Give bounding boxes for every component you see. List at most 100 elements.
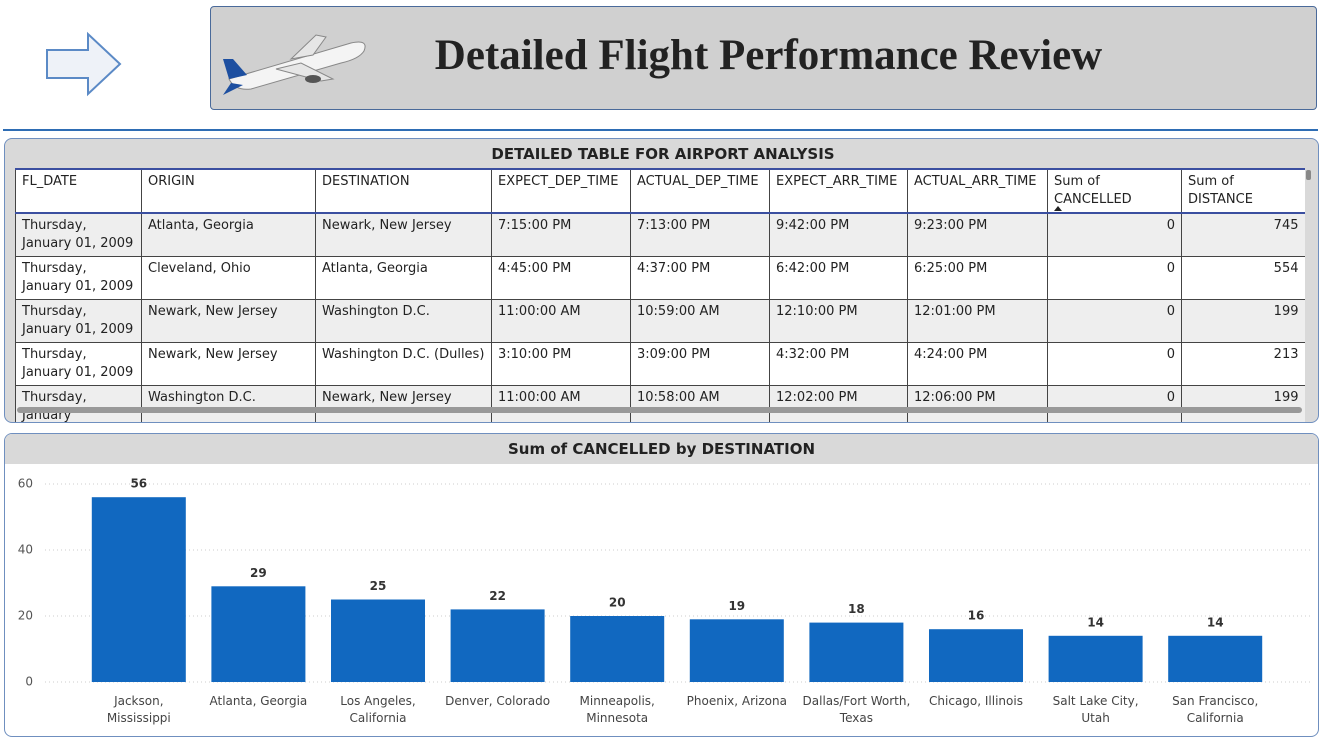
x-tick-label: San Francisco, California xyxy=(1172,694,1259,725)
page-title: Detailed Flight Performance Review xyxy=(434,32,1103,79)
data-label: 16 xyxy=(968,609,985,623)
table-cell: 0 xyxy=(1047,342,1182,386)
column-header: EXPECT_ARR_TIME xyxy=(769,168,908,214)
data-label: 29 xyxy=(250,566,267,580)
airplane-icon xyxy=(223,34,366,95)
table-cell: 12:06:00 PM xyxy=(907,385,1048,422)
y-tick-label: 40 xyxy=(18,543,33,557)
table-cell: 11:00:00 AM xyxy=(491,299,631,343)
table-cell: Thursday, January 01, 2009 xyxy=(15,342,142,386)
chart-title: Sum of CANCELLED by DESTINATION xyxy=(507,440,816,458)
table-cell: 0 xyxy=(1047,385,1182,422)
bar xyxy=(570,616,665,682)
sort-indicator xyxy=(1054,206,1062,211)
chart: 0 20 40 60 56 29 25 22 20 19 18 16 14 14 xyxy=(18,477,1310,689)
table-cell: 0 xyxy=(1047,299,1182,343)
x-tick-label: Phoenix, Arizona xyxy=(686,694,787,708)
horizontal-scrollbar[interactable] xyxy=(17,407,1302,413)
table-cell: 12:02:00 PM xyxy=(769,385,908,422)
table-cell: 11:00:00 AM xyxy=(491,385,631,422)
chart-panel: Sum of CANCELLED by DESTINATION 0 20 40 60 5… xyxy=(4,433,1319,737)
table-cell: Cleveland, Ohio xyxy=(141,256,316,300)
table-row: Thursday, January 01, 2009 Newark, New Je… xyxy=(15,342,1305,386)
x-tick-label: Denver, Colorado xyxy=(445,694,551,708)
data-label: 14 xyxy=(1207,615,1224,629)
column-header: ACTUAL_DEP_TIME xyxy=(630,168,770,214)
table-cell: 4:37:00 PM xyxy=(630,256,770,300)
table-cell: 6:25:00 PM xyxy=(907,256,1048,300)
data-label: 25 xyxy=(370,579,387,593)
table-cell: Washington D.C. xyxy=(315,299,492,343)
table-cell: Newark, New Jersey xyxy=(315,385,492,422)
table-cell: 4:24:00 PM xyxy=(907,342,1048,386)
data-label: 20 xyxy=(609,596,626,610)
x-tick-label: Salt Lake City, Utah xyxy=(1052,694,1139,725)
bar xyxy=(1168,635,1263,682)
table-panel: DETAILED TABLE FOR AIRPORT ANALYSIS FL_D… xyxy=(4,138,1319,423)
table-cell: 554 xyxy=(1181,256,1305,300)
data-label: 56 xyxy=(130,477,147,491)
arrow-icon xyxy=(46,31,122,97)
x-tick-label: Dallas/Fort Worth, Texas xyxy=(802,694,911,725)
table-cell: 9:42:00 PM xyxy=(769,213,908,257)
column-header: ORIGIN xyxy=(141,168,316,214)
data-table: FL_DATE ORIGIN DESTINATION EXPECT_DEP_TIME A… xyxy=(15,168,1305,422)
data-label: 14 xyxy=(1087,615,1104,629)
x-tick-label: Los Angeles, California xyxy=(340,694,416,725)
table-cell: 6:42:00 PM xyxy=(769,256,908,300)
table-row: Thursday, January 01, 2009 Cleveland, Ohi… xyxy=(15,256,1305,300)
table-cell: 745 xyxy=(1181,213,1305,257)
table-title: DETAILED TABLE FOR AIRPORT ANALYSIS xyxy=(491,145,835,163)
y-tick-label: 0 xyxy=(25,675,33,689)
table-cell: 0 xyxy=(1047,213,1182,257)
table-cell: 4:32:00 PM xyxy=(769,342,908,386)
table-cell: 0 xyxy=(1047,256,1182,300)
table-cell: 199 xyxy=(1181,385,1305,422)
table-cell: Atlanta, Georgia xyxy=(315,256,492,300)
table-cell: 9:23:00 PM xyxy=(907,213,1048,257)
column-header: FL_DATE xyxy=(15,168,142,214)
chart-header xyxy=(5,434,1318,464)
table-row: Thursday, January 01, 2009 Newark, New Je… xyxy=(15,299,1305,343)
column-header: Sum of CANCELLED xyxy=(1047,168,1182,214)
data-label: 22 xyxy=(489,589,506,603)
column-header: ACTUAL_ARR_TIME xyxy=(907,168,1048,214)
column-header: DESTINATION xyxy=(315,168,492,214)
table-cell: Newark, New Jersey xyxy=(315,213,492,257)
bar xyxy=(450,609,545,682)
table-row: Thursday, January 01, 2009 Atlanta, Georg… xyxy=(15,213,1305,257)
column-header: Sum of DISTANCE xyxy=(1181,168,1305,214)
table-row: Thursday, January Washington D.C. Newark, … xyxy=(15,385,1305,422)
table-cell: 10:58:00 AM xyxy=(630,385,770,422)
x-tick-label: Chicago, Illinois xyxy=(929,694,1023,708)
header-banner: Detailed Flight Performance Review xyxy=(210,6,1317,110)
x-tick-label: Jackson, Mississippi xyxy=(106,694,171,725)
table-cell: 12:01:00 PM xyxy=(907,299,1048,343)
bar xyxy=(211,586,306,682)
bar xyxy=(809,622,904,682)
table-cell: 7:13:00 PM xyxy=(630,213,770,257)
divider xyxy=(3,129,1318,131)
table-cell: Newark, New Jersey xyxy=(141,299,316,343)
y-tick-label: 60 xyxy=(18,477,33,491)
table-cell: 213 xyxy=(1181,342,1305,386)
table-cell: 4:45:00 PM xyxy=(491,256,631,300)
vertical-scrollbar[interactable] xyxy=(1306,170,1311,180)
column-header: EXPECT_DEP_TIME xyxy=(491,168,631,214)
table-cell: Thursday, January 01, 2009 xyxy=(15,213,142,257)
bar xyxy=(689,619,784,682)
table-cell: Newark, New Jersey xyxy=(141,342,316,386)
table-cell: Thursday, January 01, 2009 xyxy=(15,256,142,300)
table-cell: 3:10:00 PM xyxy=(491,342,631,386)
y-tick-label: 20 xyxy=(18,609,33,623)
x-tick-label: Minneapolis, Minnesota xyxy=(579,694,655,725)
table-cell: Washington D.C. xyxy=(141,385,316,422)
table-cell: Thursday, January 01, 2009 xyxy=(15,299,142,343)
table-cell: Washington D.C. (Dulles) xyxy=(315,342,492,386)
table-cell: 7:15:00 PM xyxy=(491,213,631,257)
table-cell: 199 xyxy=(1181,299,1305,343)
data-label: 18 xyxy=(848,602,865,616)
table-cell: Thursday, January xyxy=(15,385,142,422)
bar xyxy=(1048,635,1143,682)
